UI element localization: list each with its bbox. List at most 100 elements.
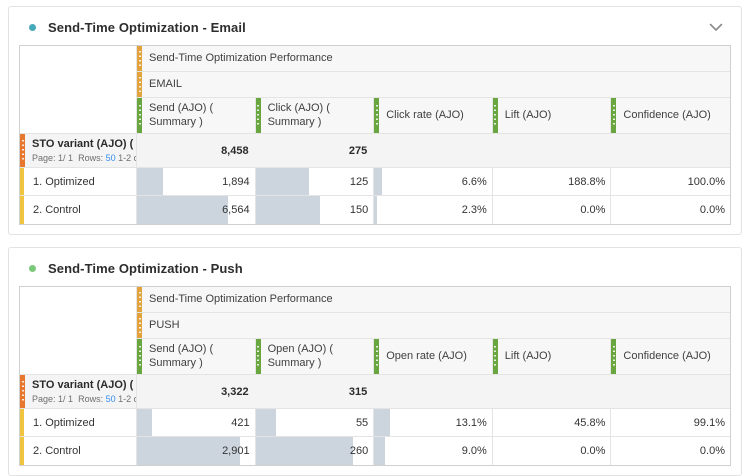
data-cell[interactable]: 150	[255, 196, 375, 224]
cell-value: 13.1%	[455, 416, 487, 429]
rows-per-page-link[interactable]: 50	[105, 394, 116, 404]
metric-drag-handle	[611, 98, 617, 133]
data-cell[interactable]: 2.3%	[374, 196, 493, 224]
panel-drag-handle	[137, 287, 142, 312]
summary-value[interactable]: 315	[348, 385, 368, 398]
column-header-label: Lift (AJO)	[504, 349, 552, 362]
chevron-down-icon[interactable]	[709, 23, 723, 32]
data-cell[interactable]: 421	[137, 409, 256, 437]
metric-drag-handle	[611, 339, 617, 374]
row-label-text: 1. Optimized	[33, 416, 95, 429]
page-value: 1/ 1	[58, 394, 74, 404]
row-dimension-header-cell[interactable]: STO variant (AJO) ( Summary ) Page: 1/ 1…	[20, 375, 137, 409]
cell-value: 0.0%	[580, 204, 606, 216]
metric-drag-handle	[255, 98, 261, 133]
column-header-label: Open (AJO) ( Summary )	[267, 342, 333, 369]
cell-value: 9.0%	[461, 445, 487, 457]
value-bar	[255, 168, 310, 195]
panel-title[interactable]: Send-Time Optimization - Email	[48, 19, 246, 35]
data-cell[interactable]: 55	[255, 409, 375, 437]
performance-header-cell[interactable]: Send-Time Optimization Performance	[137, 46, 730, 72]
sto-email-panel: Send-Time Optimization - Email Send-Time…	[8, 6, 742, 235]
cell-value: 2,901	[222, 445, 250, 457]
row-label-text: 2. Control	[33, 445, 81, 457]
channel-header-label: EMAIL	[149, 77, 183, 90]
row-color-strip	[20, 168, 24, 195]
freeform-table: Send-Time Optimization Performance PUSH …	[19, 286, 731, 466]
data-cell[interactable]: 9.0%	[374, 437, 493, 465]
column-header-cell[interactable]: Send (AJO) ( Summary )	[137, 339, 256, 375]
pagination: Page: 1/ 1 Rows: 50 1-2 of 2	[32, 394, 136, 404]
row-dimension-label: STO variant (AJO) ( Summary )	[32, 138, 136, 150]
data-cell[interactable]: 0.0%	[492, 437, 612, 465]
data-cell[interactable]: 6,564	[137, 196, 256, 224]
value-bar	[137, 409, 152, 436]
data-cell[interactable]: 13.1%	[374, 409, 493, 437]
row-label-text: 2. Control	[33, 204, 81, 216]
column-header-cell[interactable]: Open rate (AJO)	[374, 339, 493, 375]
rows-label: Rows:	[78, 153, 104, 163]
column-header-label: Click (AJO) ( Summary )	[267, 101, 330, 128]
row-label[interactable]: 2. Control	[20, 196, 137, 224]
sto-push-panel: Send-Time Optimization - Push Send-Time …	[8, 247, 742, 476]
data-cell[interactable]: 45.8%	[492, 409, 612, 437]
row-label[interactable]: 2. Control	[20, 437, 137, 465]
metric-drag-handle	[137, 339, 142, 374]
summary-value[interactable]: 8,458	[221, 144, 249, 157]
performance-header-cell[interactable]: Send-Time Optimization Performance	[137, 287, 730, 313]
channel-header-cell[interactable]: EMAIL	[137, 72, 730, 98]
data-cell[interactable]: 6.6%	[374, 168, 493, 196]
summary-value[interactable]: 3,322	[221, 385, 249, 398]
cell-value: 100.0%	[687, 175, 725, 188]
data-cell[interactable]: 100.0%	[611, 168, 730, 196]
rows-per-page-link[interactable]: 50	[105, 153, 116, 163]
freeform-table: Send-Time Optimization Performance EMAIL…	[19, 45, 731, 225]
dimension-drag-handle	[20, 375, 25, 408]
data-cell[interactable]: 99.1%	[611, 409, 730, 437]
cell-value: 55	[355, 416, 369, 429]
column-header-cell[interactable]: Open (AJO) ( Summary )	[255, 339, 375, 375]
corner-cell	[20, 46, 137, 134]
performance-header-label: Send-Time Optimization Performance	[149, 51, 333, 64]
channel-drag-handle	[137, 72, 142, 97]
performance-header-label: Send-Time Optimization Performance	[149, 292, 333, 305]
cell-value: 1,894	[222, 175, 250, 188]
column-header-cell[interactable]: Confidence (AJO)	[611, 98, 730, 134]
panel-color-dot	[29, 264, 36, 272]
data-cell[interactable]: 0.0%	[611, 196, 730, 224]
value-bar	[255, 196, 320, 224]
row-dimension-label: STO variant (AJO) ( Summary )	[32, 379, 136, 391]
data-cell[interactable]: 1,894	[137, 168, 256, 196]
row-color-strip	[20, 437, 24, 465]
data-cell[interactable]: 188.8%	[492, 168, 612, 196]
row-label[interactable]: 1. Optimized	[20, 409, 137, 437]
metric-drag-handle	[374, 339, 380, 374]
column-header-cell[interactable]: Lift (AJO)	[492, 339, 612, 375]
cell-value: 188.8%	[568, 175, 606, 188]
data-cell[interactable]: 260	[255, 437, 375, 465]
column-header-cell[interactable]: Click rate (AJO)	[374, 98, 493, 134]
data-cell[interactable]: 0.0%	[492, 196, 612, 224]
data-cell[interactable]: 0.0%	[611, 437, 730, 465]
metric-drag-handle	[374, 98, 380, 133]
corner-cell	[20, 287, 137, 375]
column-header-cell[interactable]: Send (AJO) ( Summary )	[137, 98, 256, 134]
row-label[interactable]: 1. Optimized	[20, 168, 137, 196]
metric-drag-handle	[492, 98, 498, 133]
column-header-cell[interactable]: Lift (AJO)	[492, 98, 612, 134]
panel-header: Send-Time Optimization - Email	[21, 17, 729, 37]
value-bar	[137, 168, 164, 195]
column-header-cell[interactable]: Confidence (AJO)	[611, 339, 730, 375]
data-cell[interactable]: 2,901	[137, 437, 256, 465]
value-bar	[255, 409, 277, 436]
row-dimension-header-cell[interactable]: STO variant (AJO) ( Summary ) Page: 1/ 1…	[20, 134, 137, 168]
column-header-cell[interactable]: Click (AJO) ( Summary )	[255, 98, 375, 134]
value-bar	[137, 437, 240, 465]
cell-value: 0.0%	[580, 445, 606, 457]
metric-drag-handle	[492, 339, 498, 374]
panel-title[interactable]: Send-Time Optimization - Push	[48, 260, 243, 276]
summary-value[interactable]: 275	[348, 144, 368, 157]
channel-header-cell[interactable]: PUSH	[137, 313, 730, 339]
value-bar	[374, 409, 390, 436]
data-cell[interactable]: 125	[255, 168, 375, 196]
